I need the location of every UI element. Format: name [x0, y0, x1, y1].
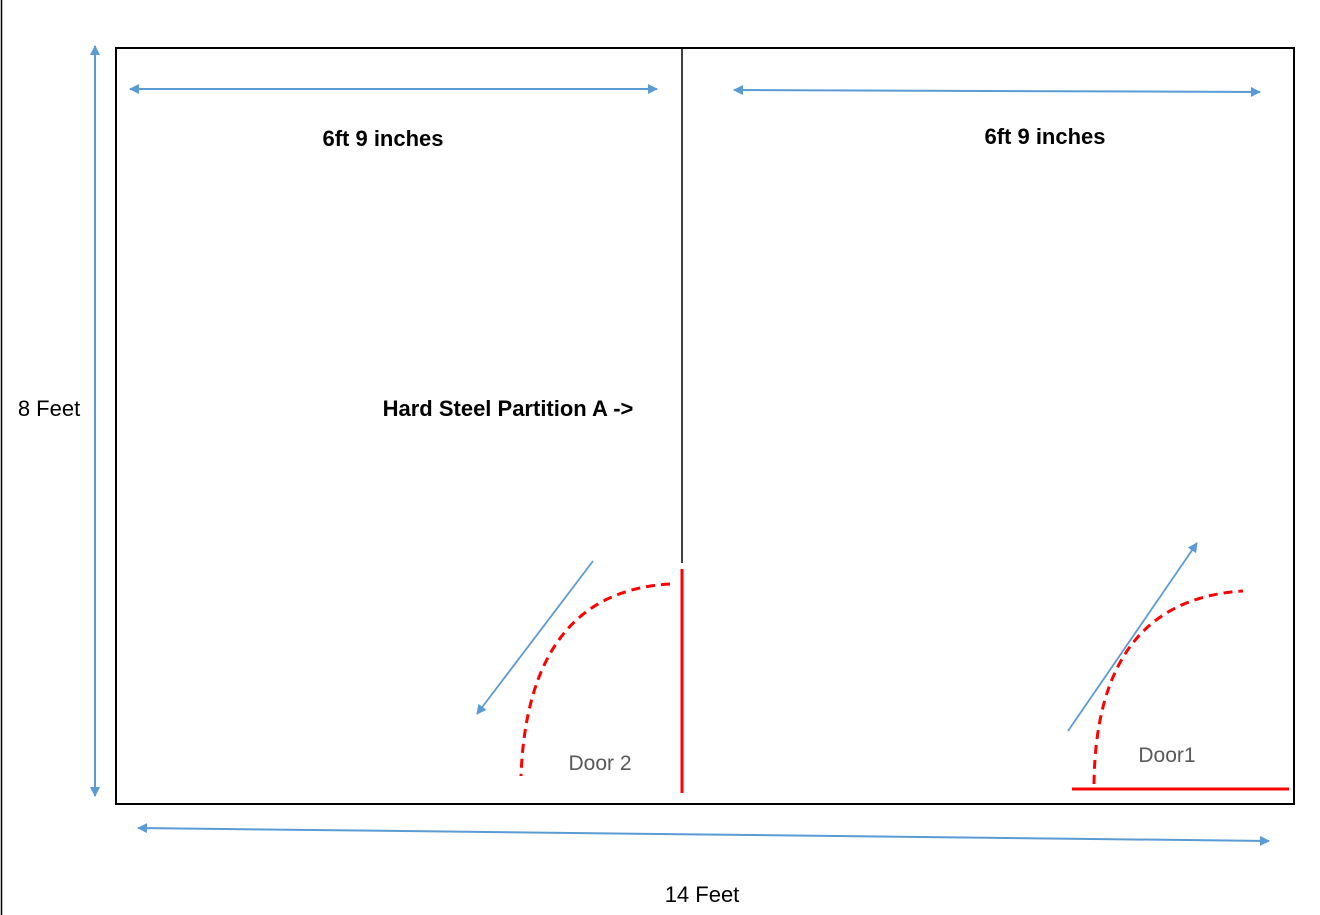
- partition-label: Hard Steel Partition A ->: [383, 396, 634, 421]
- height-label: 8 Feet: [18, 396, 80, 421]
- door-2-label: Door 2: [568, 752, 631, 775]
- door-1-swing-arrow: [1067, 542, 1198, 732]
- right-width-dimension-arrow: [733, 85, 1261, 97]
- door-1-label: Door1: [1138, 744, 1195, 767]
- left-width-label: 6ft 9 inches: [322, 126, 443, 151]
- room-outline: [115, 47, 1295, 805]
- total-width-label: 14 Feet: [665, 882, 740, 907]
- right-width-label: 6ft 9 inches: [984, 124, 1105, 149]
- door-2-swing-arrow: [476, 560, 594, 715]
- door-2-swing-arc: [519, 582, 671, 777]
- total-width-dimension-arrow: [137, 823, 1270, 846]
